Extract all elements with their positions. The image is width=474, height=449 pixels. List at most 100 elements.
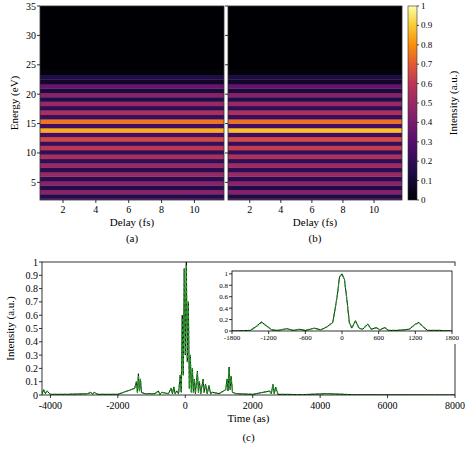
heatmap-cell — [40, 181, 224, 186]
heatmap-cell — [40, 168, 224, 173]
series-line — [232, 274, 452, 331]
y-tick — [39, 328, 42, 329]
y-tick-label: 10 — [26, 147, 36, 158]
x-tick-label: 6000 — [378, 400, 398, 411]
colorbar-tick-label: 0.8 — [421, 40, 433, 50]
y-tick — [37, 152, 40, 153]
heatmap-cell — [228, 124, 402, 129]
heatmap-cell — [228, 84, 402, 89]
heatmap-cell — [40, 97, 224, 102]
heatmap-cell — [228, 102, 402, 107]
heatmap-cell — [40, 88, 224, 93]
heatmap-cell — [40, 141, 224, 146]
y-tick — [37, 35, 40, 36]
x-tick — [50, 395, 51, 398]
x-tick — [311, 200, 312, 203]
y-tick — [229, 285, 232, 286]
heatmap-cell — [40, 71, 224, 76]
x-tick — [374, 200, 375, 203]
y-tick — [225, 35, 228, 36]
heatmap-cell — [40, 102, 224, 107]
colorbar-tick — [417, 25, 419, 26]
y-tick — [225, 152, 228, 153]
y-tick — [225, 64, 228, 65]
y-tick — [37, 94, 40, 95]
y-tick — [225, 123, 228, 124]
y-tick-label: 0.9 — [26, 270, 39, 281]
heatmap-cell — [228, 181, 402, 186]
heatmap-cell — [40, 194, 224, 199]
y-tick — [37, 6, 40, 7]
panel-label: (b) — [309, 232, 322, 245]
heatmap-cell — [228, 172, 402, 177]
x-tick-label: 1200 — [408, 334, 423, 342]
colorbar-tick — [417, 103, 419, 104]
heatmap-cell — [228, 115, 402, 120]
panel-label: (c) — [242, 431, 255, 444]
y-tick-label: 0.3 — [26, 350, 39, 361]
colorbar-tick-label: 0.4 — [421, 117, 433, 127]
x-axis-title: Delay (fs) — [293, 216, 338, 229]
y-tick — [39, 262, 42, 263]
x-axis-title: Delay (fs) — [110, 216, 155, 229]
y-tick-label: 30 — [26, 30, 36, 41]
x-tick-label: 4 — [278, 204, 283, 215]
heatmap-cell — [228, 106, 402, 111]
x-tick-label: 4 — [93, 204, 98, 215]
y-tick — [39, 341, 42, 342]
heatmap-cell — [40, 84, 224, 89]
y-axis-title: Energy (eV) — [8, 75, 21, 130]
heatmap-cell — [40, 146, 224, 151]
x-tick-label: -4000 — [39, 400, 62, 411]
lines — [232, 274, 452, 331]
heatmap-cell — [40, 159, 224, 164]
y-tick-label: 20 — [26, 89, 36, 100]
colorbar-tick — [417, 200, 419, 201]
y-tick-label: 0 — [225, 327, 229, 335]
y-tick — [225, 6, 228, 7]
y-tick-label: 0.7 — [26, 296, 39, 307]
heatmap-cell — [228, 128, 402, 133]
heatmap-cell — [228, 141, 402, 146]
x-tick — [252, 395, 253, 398]
y-tick — [39, 288, 42, 289]
colorbar-tick-label: 0.5 — [421, 98, 433, 108]
x-tick — [95, 200, 96, 203]
colorbar-tick — [417, 83, 419, 84]
y-tick-label: 0.8 — [219, 282, 228, 290]
heatmap-cell — [40, 172, 224, 177]
heatmap-cell — [228, 97, 402, 102]
heatmap-cell — [228, 137, 402, 142]
y-tick — [39, 315, 42, 316]
x-tick-label: 8 — [159, 204, 164, 215]
x-tick-label: 1800 — [445, 334, 460, 342]
heatmap-cell — [40, 6, 224, 71]
heatmap-cell — [40, 154, 224, 159]
x-tick — [320, 395, 321, 398]
y-tick-label: 1 — [33, 257, 38, 268]
y-tick — [39, 381, 42, 382]
x-axis-title: Time (as) — [227, 412, 269, 425]
y-tick — [39, 368, 42, 369]
heatmap-cell — [228, 194, 402, 199]
frame — [232, 271, 452, 331]
y-tick — [229, 319, 232, 320]
x-tick — [342, 200, 343, 203]
y-tick — [225, 94, 228, 95]
heatmap-cell — [40, 176, 224, 181]
y-tick — [229, 331, 232, 332]
frame — [228, 6, 402, 200]
y-tick — [225, 182, 228, 183]
heatmap-cells — [40, 6, 224, 200]
heatmap-cell — [228, 146, 402, 151]
y-tick-label: 1 — [225, 270, 229, 278]
heatmap-cell — [228, 93, 402, 98]
inset-background — [203, 266, 458, 344]
colorbar-tick — [417, 44, 419, 45]
heatmap-cell — [40, 119, 224, 124]
heatmap-cell — [40, 137, 224, 142]
y-tick-label: 0.6 — [26, 310, 39, 321]
x-tick — [249, 200, 250, 203]
y-tick-label: 0 — [33, 390, 38, 401]
heatmap-cell — [40, 115, 224, 120]
